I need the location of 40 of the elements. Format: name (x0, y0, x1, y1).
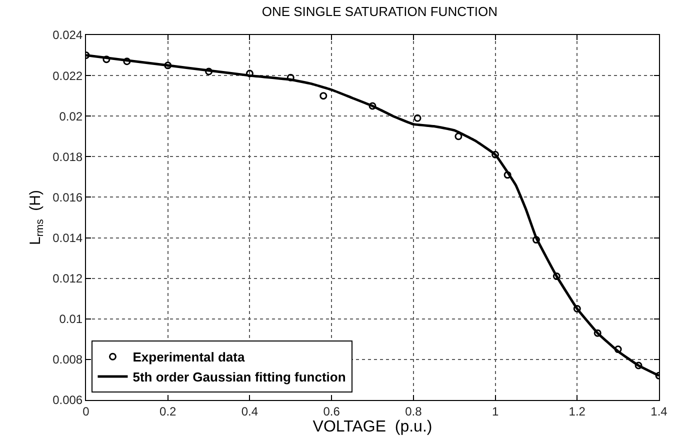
y-tick-label: 0.016 (52, 190, 83, 204)
point (552, 272, 560, 280)
x-tick-label: 1.4 (650, 404, 668, 418)
legend-label: Experimental data (132, 350, 246, 365)
point (286, 74, 294, 82)
x-tick-label: 0 (82, 404, 90, 418)
y-tick-label: 0.024 (52, 28, 83, 42)
y-tick-label: 0.022 (52, 68, 83, 83)
point (614, 346, 622, 354)
x-tick-label: 0.8 (405, 404, 422, 418)
point (164, 62, 172, 70)
y-tick-label: 0.012 (52, 272, 83, 286)
x-tick-label: 1 (492, 404, 499, 418)
point (246, 70, 254, 78)
y-tick-label: 0.02 (59, 109, 83, 124)
point (634, 362, 642, 370)
point (123, 58, 131, 66)
x-tick-label: 0.2 (160, 404, 177, 418)
y-tick-label: 0.008 (52, 352, 83, 367)
y-tick-label: 0.006 (52, 393, 83, 408)
y-tick-label: 0.014 (52, 230, 83, 245)
point (414, 114, 422, 122)
point (102, 56, 110, 64)
y-tick-label: 0.018 (52, 150, 83, 164)
y-tick-label: 0.01 (59, 312, 83, 326)
x-axis-title: VOLTAGE (p.u.) (312, 418, 432, 436)
point (532, 236, 540, 244)
chart-title: ONE SINGLE SATURATION FUNCTION (262, 4, 498, 19)
x-tick-label: 0.4 (241, 404, 258, 418)
point (454, 132, 462, 140)
point (492, 150, 500, 158)
point (594, 329, 602, 337)
point (320, 92, 328, 100)
point (368, 102, 376, 110)
legend-label: 5th order Gaussian fitting function (132, 370, 346, 385)
point (504, 171, 512, 179)
x-tick-label: 0.6 (323, 404, 340, 418)
point (205, 68, 213, 76)
x-tick-label: 1.2 (568, 404, 586, 418)
point (573, 305, 581, 312)
